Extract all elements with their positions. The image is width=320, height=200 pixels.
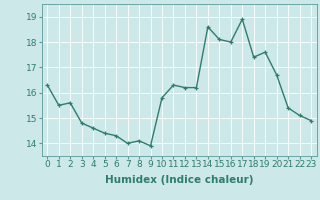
X-axis label: Humidex (Indice chaleur): Humidex (Indice chaleur) [105,175,253,185]
